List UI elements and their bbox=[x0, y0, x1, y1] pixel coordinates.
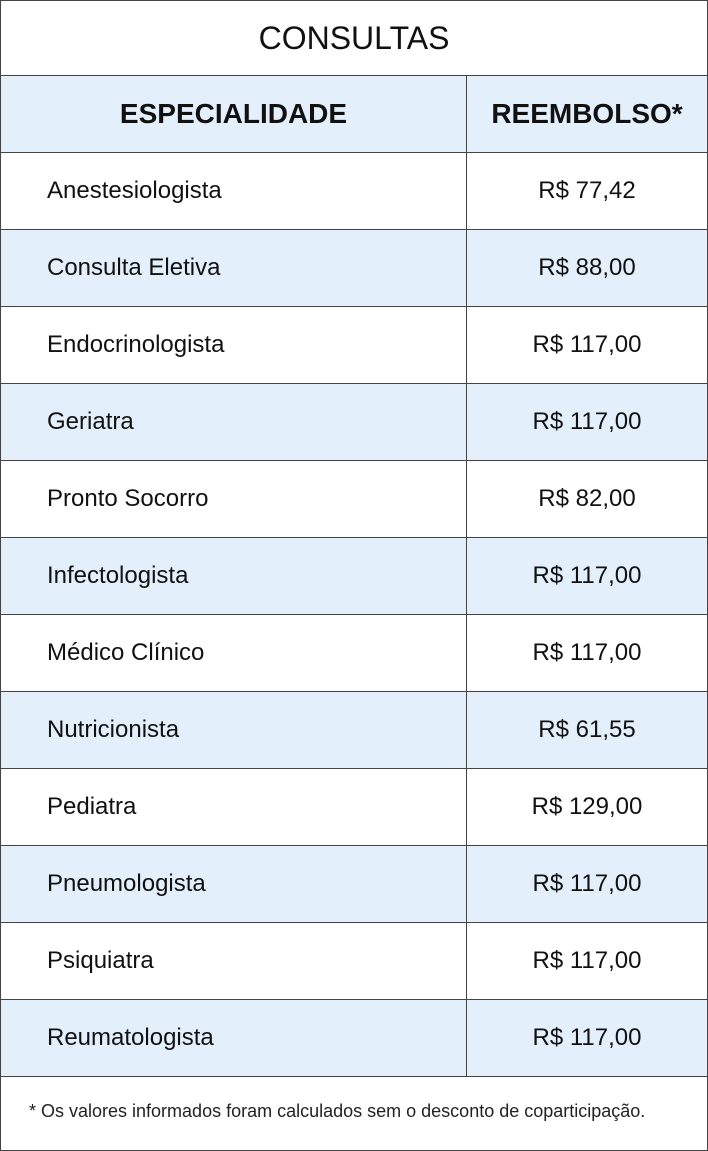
specialty-cell: Consulta Eletiva bbox=[1, 229, 467, 307]
specialty-cell: Anestesiologista bbox=[1, 152, 467, 230]
table-row: Pediatra R$ 129,00 bbox=[1, 768, 707, 846]
table-row: Médico Clínico R$ 117,00 bbox=[1, 614, 707, 692]
specialty-cell: Pronto Socorro bbox=[1, 460, 467, 538]
table-row: Reumatologista R$ 117,00 bbox=[1, 999, 707, 1077]
reimbursement-table: ESPECIALIDADE REEMBOLSO* Anestesiologist… bbox=[1, 76, 707, 1077]
reimbursement-cell: R$ 117,00 bbox=[466, 614, 707, 692]
reimbursement-cell: R$ 61,55 bbox=[466, 691, 707, 769]
specialty-cell: Pneumologista bbox=[1, 845, 467, 923]
table-row: Geriatra R$ 117,00 bbox=[1, 383, 707, 461]
table-row: Endocrinologista R$ 117,00 bbox=[1, 306, 707, 384]
specialty-cell: Nutricionista bbox=[1, 691, 467, 769]
specialty-cell: Infectologista bbox=[1, 537, 467, 615]
reimbursement-cell: R$ 117,00 bbox=[466, 383, 707, 461]
header-cell: REEMBOLSO* bbox=[466, 76, 707, 153]
table-title: CONSULTAS bbox=[1, 1, 707, 76]
header-row: ESPECIALIDADE REEMBOLSO* bbox=[1, 76, 707, 153]
table-row: Consulta Eletiva R$ 88,00 bbox=[1, 229, 707, 307]
reimbursement-cell: R$ 117,00 bbox=[466, 306, 707, 384]
table-row: Infectologista R$ 117,00 bbox=[1, 537, 707, 615]
reimbursement-cell: R$ 117,00 bbox=[466, 922, 707, 1000]
header-cell: ESPECIALIDADE bbox=[1, 76, 467, 153]
footnote: * Os valores informados foram calculados… bbox=[29, 1101, 646, 1121]
table-row: Anestesiologista R$ 77,42 bbox=[1, 152, 707, 230]
reimbursement-cell: R$ 82,00 bbox=[466, 460, 707, 538]
reimbursement-cell: R$ 117,00 bbox=[466, 537, 707, 615]
specialty-cell: Geriatra bbox=[1, 383, 467, 461]
reimbursement-cell: R$ 88,00 bbox=[466, 229, 707, 307]
table-row: Pneumologista R$ 117,00 bbox=[1, 845, 707, 923]
table-row: Psiquiatra R$ 117,00 bbox=[1, 922, 707, 1000]
table-row: Nutricionista R$ 61,55 bbox=[1, 691, 707, 769]
specialty-cell: Médico Clínico bbox=[1, 614, 467, 692]
table-row: Pronto Socorro R$ 82,00 bbox=[1, 460, 707, 538]
reimbursement-cell: R$ 129,00 bbox=[466, 768, 707, 846]
reimbursement-cell: R$ 117,00 bbox=[466, 845, 707, 923]
specialty-cell: Psiquiatra bbox=[1, 922, 467, 1000]
specialty-cell: Reumatologista bbox=[1, 999, 467, 1077]
specialty-cell: Endocrinologista bbox=[1, 306, 467, 384]
reimbursement-cell: R$ 117,00 bbox=[466, 999, 707, 1077]
reimbursement-cell: R$ 77,42 bbox=[466, 152, 707, 230]
specialty-cell: Pediatra bbox=[1, 768, 467, 846]
